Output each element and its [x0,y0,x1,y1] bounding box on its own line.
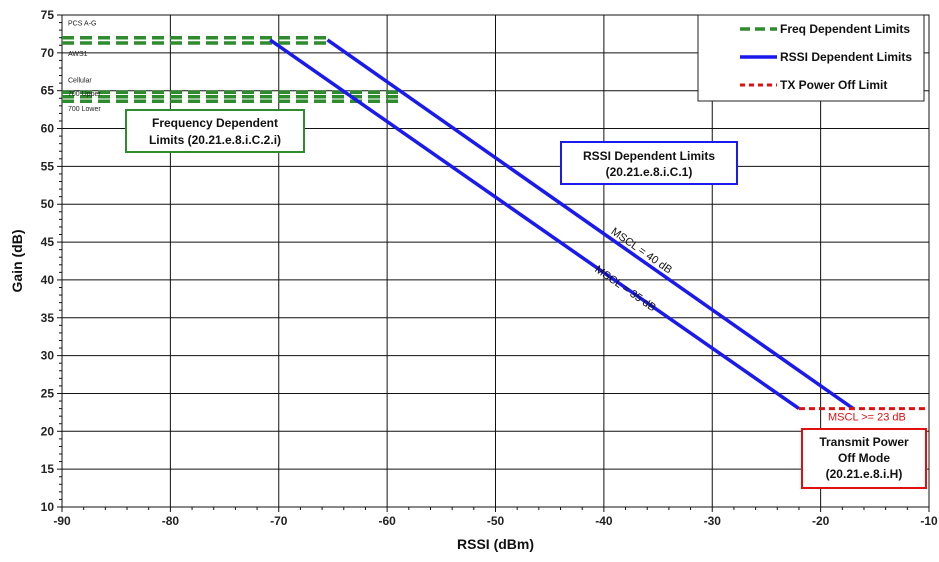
series-label-mscl-40: MSCL = 40 dB [609,226,674,277]
y-tick-label: 45 [41,235,55,249]
annotation-box [560,141,738,185]
x-tick-label: -50 [487,514,505,528]
y-axis-title: Gain (dB) [9,230,25,293]
x-tick-label: -60 [378,514,396,528]
y-tick-label: 60 [41,122,55,136]
annotation-line: Off Mode [838,451,890,465]
y-tick-label: 40 [41,273,55,287]
series-label-700-lower: 700 Lower [68,106,101,113]
x-tick-label: -40 [595,514,613,528]
y-tick-label: 65 [41,84,55,98]
series-line-rssi-6 [269,38,800,411]
annotation-line: Limits (20.21.e.8.i.C.2.i) [149,133,281,147]
y-tick-label: 70 [41,46,55,60]
y-tick-label: 35 [41,311,55,325]
y-tick-label: 75 [41,8,55,22]
annotation-line: RSSI Dependent Limits [583,149,715,163]
legend-label-freq: Freq Dependent Limits [780,22,910,36]
series-label-mscl-23: MSCL >= 23 dB [828,412,906,424]
series-label-pcs: PCS A-G [68,21,96,28]
series-label-700-upper: 700 Upper [68,91,101,98]
x-tick-label: -30 [704,514,722,528]
annotation-rssi-dependent: RSSI Dependent Limits (20.21.e.8.i.C.1) [560,141,738,185]
x-tick-label: -80 [162,514,180,528]
x-tick-label: -10 [920,514,938,528]
y-tick-label: 25 [41,386,55,400]
y-tick-label: 15 [41,462,55,476]
series-group [62,35,929,411]
annotation-line: Frequency Dependent [152,116,278,130]
y-tick-label: 10 [41,500,55,514]
legend-box [697,14,925,102]
annotation-line: Transmit Power [819,435,909,449]
annotation-box [125,109,305,153]
y-tick-label: 50 [41,197,55,211]
y-tick-label: 55 [41,159,55,173]
annotation-transmit-power-off: Transmit Power Off Mode (20.21.e.8.i.H) [801,428,927,489]
series-label-aws1: AWS1 [68,51,88,58]
axes: -90 -80 -70 -60 -50 -40 -30 -20 -10 10 15 20 25 30 35 4… [41,8,938,528]
x-tick-label: -20 [812,514,830,528]
x-tick-label: -70 [270,514,288,528]
y-tick-label: 30 [41,349,55,363]
legend: Freq Dependent Limits RSSI Dependent Lim… [697,14,925,102]
x-axis-title: RSSI (dBm) [457,536,534,552]
annotation-box [801,428,927,489]
y-tick-label: 20 [41,424,55,438]
annotation-frequency-dependent: Frequency Dependent Limits (20.21.e.8.i.… [125,109,305,153]
series-line-rssi-5 [326,38,855,411]
annotation-line: (20.21.e.8.i.C.1) [606,165,693,179]
legend-label-txoff: TX Power Off Limit [780,78,887,92]
series-label-cellular: Cellular [68,77,92,84]
x-tick-label: -90 [53,514,71,528]
legend-label-rssi: RSSI Dependent Limits [780,50,912,64]
series-label-mscl-35: MSCL = 35 dB [592,263,657,314]
annotation-line: (20.21.e.8.i.H) [826,467,903,481]
grid [61,14,930,508]
